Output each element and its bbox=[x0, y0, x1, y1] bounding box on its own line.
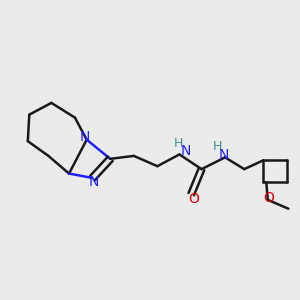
Text: O: O bbox=[263, 190, 274, 205]
Text: N: N bbox=[180, 145, 190, 158]
Text: N: N bbox=[79, 130, 89, 144]
Text: N: N bbox=[218, 148, 229, 162]
Text: H: H bbox=[173, 137, 183, 150]
Text: O: O bbox=[189, 192, 200, 206]
Text: H: H bbox=[213, 140, 222, 153]
Text: N: N bbox=[89, 175, 99, 188]
